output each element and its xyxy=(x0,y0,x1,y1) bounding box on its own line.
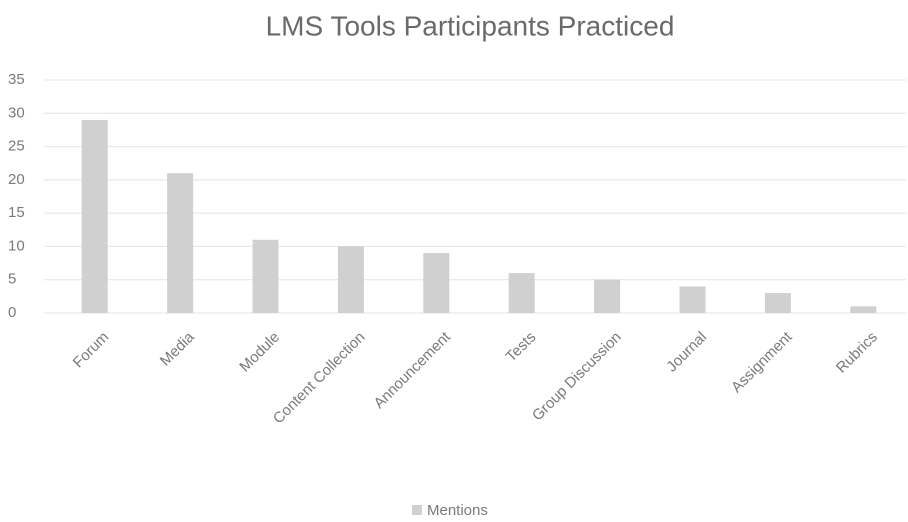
x-tick-label: Content Collection xyxy=(270,329,369,428)
bar xyxy=(594,279,621,313)
bar xyxy=(850,306,877,313)
bar xyxy=(508,273,535,313)
bar xyxy=(81,119,108,313)
y-tick-label: 15 xyxy=(8,204,25,221)
x-tick-label: Media xyxy=(157,328,198,369)
x-tick-label: Group Discussion xyxy=(529,329,625,425)
y-tick-label: 25 xyxy=(8,138,25,155)
bar xyxy=(423,253,450,313)
legend-swatch xyxy=(412,505,422,515)
y-tick-label: 35 xyxy=(8,71,25,88)
y-tick-label: 20 xyxy=(8,171,25,188)
y-tick-label: 10 xyxy=(8,237,25,254)
x-tick-label: Forum xyxy=(70,329,113,372)
y-tick-label: 5 xyxy=(8,271,16,288)
x-tick-label: Assignment xyxy=(728,328,796,396)
legend-label: Mentions xyxy=(427,502,488,519)
chart-title: LMS Tools Participants Practiced xyxy=(266,10,675,41)
bar xyxy=(167,173,194,313)
x-tick-label: Module xyxy=(236,329,283,376)
bar xyxy=(252,239,279,313)
x-tick-label: Rubrics xyxy=(833,329,881,377)
y-tick-label: 0 xyxy=(8,304,16,321)
x-tick-label: Tests xyxy=(503,329,540,366)
y-tick-label: 30 xyxy=(8,104,25,121)
x-tick-label: Announcement xyxy=(371,328,455,412)
bar xyxy=(679,286,706,313)
bar xyxy=(337,246,364,313)
bar xyxy=(764,293,791,313)
x-tick-label: Journal xyxy=(663,329,710,376)
